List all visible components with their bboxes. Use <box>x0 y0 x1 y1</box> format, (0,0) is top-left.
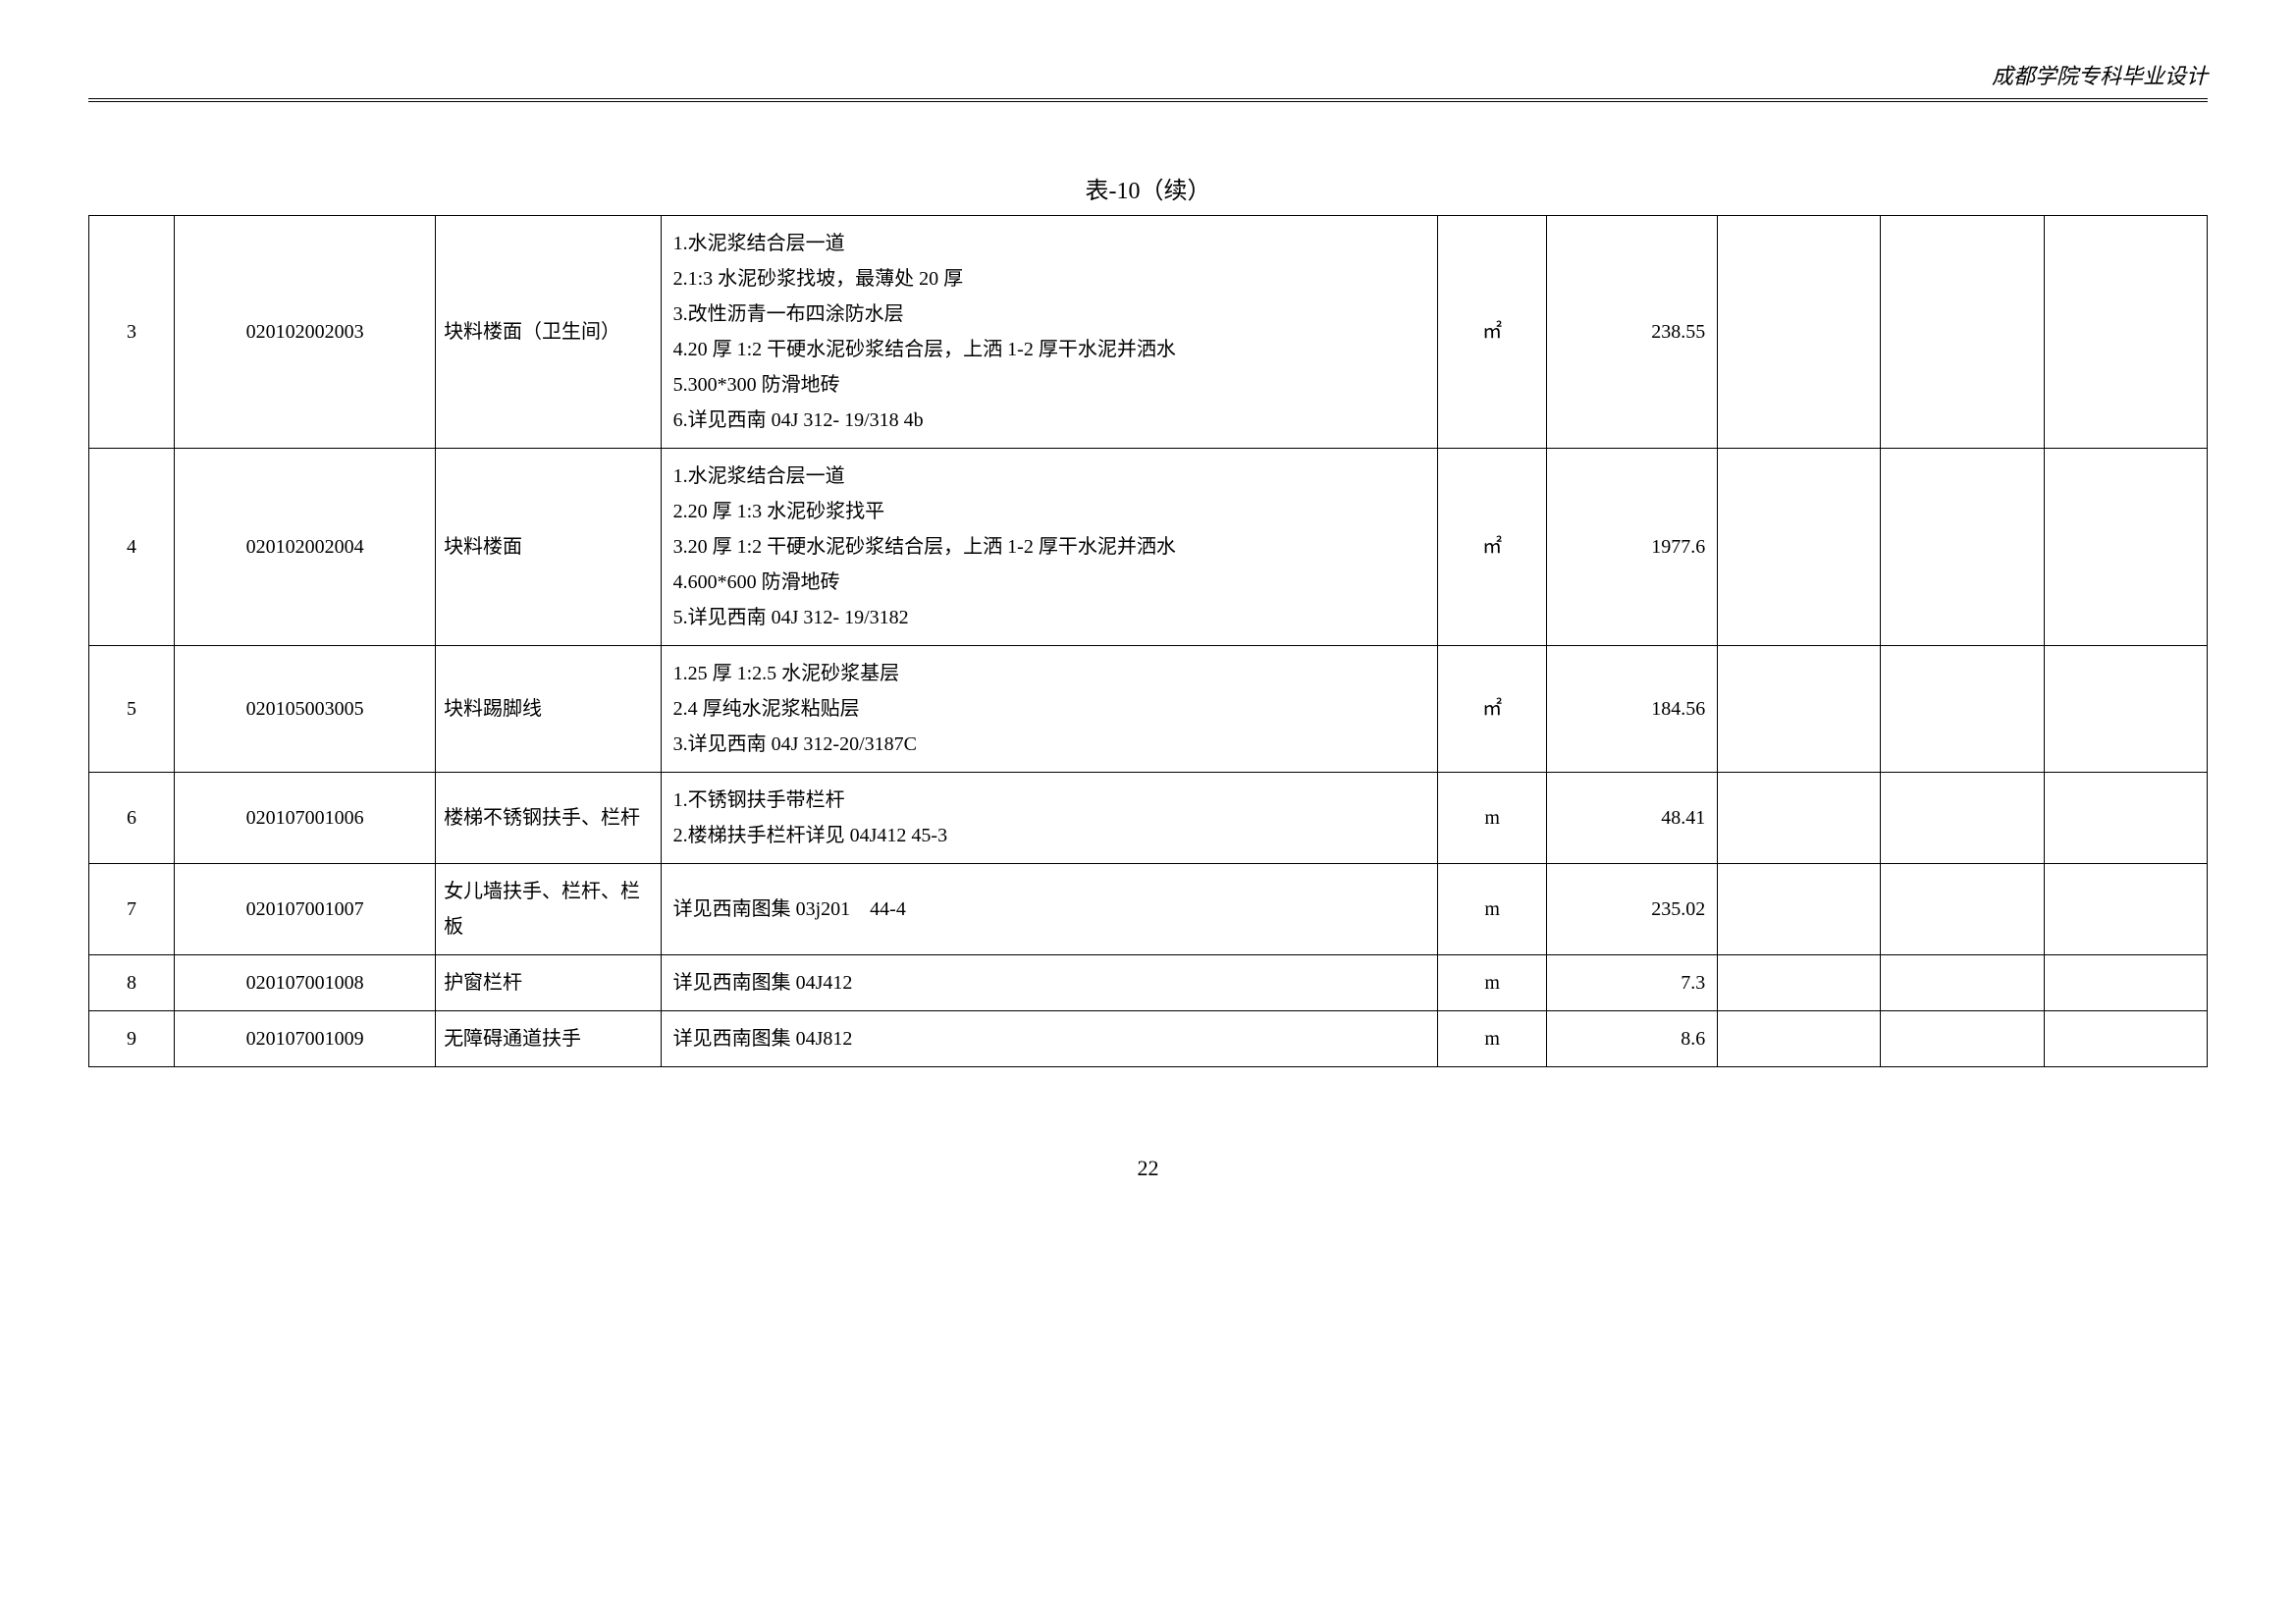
desc-line: 1.水泥浆结合层一道 <box>673 459 1430 494</box>
cell-name: 女儿墙扶手、栏杆、栏板 <box>436 864 662 955</box>
cell-code: 020107001006 <box>175 773 436 864</box>
cell-code: 020107001007 <box>175 864 436 955</box>
cell-quantity: 7.3 <box>1547 955 1718 1011</box>
cell-empty <box>1718 646 1881 773</box>
cell-description: 1.水泥浆结合层一道2.1:3 水泥砂浆找坡，最薄处 20 厚3.改性沥青一布四… <box>661 216 1438 449</box>
cell-quantity: 8.6 <box>1547 1011 1718 1067</box>
cell-index: 3 <box>89 216 175 449</box>
cell-description: 详见西南图集 04J412 <box>661 955 1438 1011</box>
desc-line: 2.1:3 水泥砂浆找坡，最薄处 20 厚 <box>673 261 1430 297</box>
cell-index: 4 <box>89 449 175 646</box>
cell-empty <box>1881 773 2044 864</box>
desc-line: 详见西南图集 04J812 <box>673 1021 1430 1056</box>
cell-empty <box>1718 773 1881 864</box>
desc-line: 1.25 厚 1:2.5 水泥砂浆基层 <box>673 656 1430 691</box>
header-text: 成都学院专科毕业设计 <box>1992 64 2208 88</box>
table-row: 3020102002003块料楼面（卫生间）1.水泥浆结合层一道2.1:3 水泥… <box>89 216 2208 449</box>
cell-empty <box>1881 955 2044 1011</box>
page-header: 成都学院专科毕业设计 <box>88 59 2208 102</box>
cell-description: 1.25 厚 1:2.5 水泥砂浆基层2.4 厚纯水泥浆粘贴层3.详见西南 04… <box>661 646 1438 773</box>
cell-empty <box>1881 646 2044 773</box>
cell-name: 楼梯不锈钢扶手、栏杆 <box>436 773 662 864</box>
cell-unit: m <box>1438 773 1547 864</box>
cell-empty <box>1881 449 2044 646</box>
cell-description: 详见西南图集 03j201 44-4 <box>661 864 1438 955</box>
cell-unit: ㎡ <box>1438 216 1547 449</box>
page-number: 22 <box>88 1156 2208 1181</box>
cell-empty <box>1881 1011 2044 1067</box>
table-row: 6020107001006楼梯不锈钢扶手、栏杆1.不锈钢扶手带栏杆2.楼梯扶手栏… <box>89 773 2208 864</box>
cell-empty <box>2044 216 2207 449</box>
desc-line: 2.4 厚纯水泥浆粘贴层 <box>673 691 1430 727</box>
desc-line: 6.详见西南 04J 312- 19/318 4b <box>673 403 1430 438</box>
desc-line: 1.水泥浆结合层一道 <box>673 226 1430 261</box>
desc-line: 1.不锈钢扶手带栏杆 <box>673 783 1430 818</box>
cell-unit: ㎡ <box>1438 646 1547 773</box>
data-table: 3020102002003块料楼面（卫生间）1.水泥浆结合层一道2.1:3 水泥… <box>88 215 2208 1067</box>
desc-line: 3.20 厚 1:2 干硬水泥砂浆结合层，上洒 1-2 厚干水泥并洒水 <box>673 529 1430 565</box>
cell-empty <box>2044 955 2207 1011</box>
cell-name: 块料踢脚线 <box>436 646 662 773</box>
cell-empty <box>2044 646 2207 773</box>
desc-line: 3.详见西南 04J 312-20/3187C <box>673 727 1430 762</box>
cell-description: 1.不锈钢扶手带栏杆2.楼梯扶手栏杆详见 04J412 45-3 <box>661 773 1438 864</box>
desc-line: 4.20 厚 1:2 干硬水泥砂浆结合层，上洒 1-2 厚干水泥并洒水 <box>673 332 1430 367</box>
cell-code: 020102002003 <box>175 216 436 449</box>
table-row: 8020107001008护窗栏杆详见西南图集 04J412m7.3 <box>89 955 2208 1011</box>
cell-empty <box>1718 1011 1881 1067</box>
cell-empty <box>1881 864 2044 955</box>
cell-code: 020102002004 <box>175 449 436 646</box>
cell-quantity: 238.55 <box>1547 216 1718 449</box>
cell-index: 5 <box>89 646 175 773</box>
cell-name: 护窗栏杆 <box>436 955 662 1011</box>
cell-empty <box>2044 773 2207 864</box>
cell-quantity: 235.02 <box>1547 864 1718 955</box>
cell-index: 9 <box>89 1011 175 1067</box>
cell-description: 1.水泥浆结合层一道2.20 厚 1:3 水泥砂浆找平3.20 厚 1:2 干硬… <box>661 449 1438 646</box>
table-row: 4020102002004块料楼面1.水泥浆结合层一道2.20 厚 1:3 水泥… <box>89 449 2208 646</box>
desc-line: 5.300*300 防滑地砖 <box>673 367 1430 403</box>
cell-empty <box>1881 216 2044 449</box>
desc-line: 详见西南图集 03j201 44-4 <box>673 892 1430 927</box>
desc-line: 5.详见西南 04J 312- 19/3182 <box>673 600 1430 635</box>
cell-empty <box>2044 449 2207 646</box>
cell-unit: m <box>1438 955 1547 1011</box>
table-title: 表-10（续） <box>88 171 2208 205</box>
cell-unit: m <box>1438 864 1547 955</box>
cell-empty <box>1718 864 1881 955</box>
desc-line: 2.20 厚 1:3 水泥砂浆找平 <box>673 494 1430 529</box>
cell-code: 020105003005 <box>175 646 436 773</box>
table-row: 5020105003005块料踢脚线1.25 厚 1:2.5 水泥砂浆基层2.4… <box>89 646 2208 773</box>
cell-index: 6 <box>89 773 175 864</box>
desc-line: 3.改性沥青一布四涂防水层 <box>673 297 1430 332</box>
desc-line: 2.楼梯扶手栏杆详见 04J412 45-3 <box>673 818 1430 853</box>
cell-description: 详见西南图集 04J812 <box>661 1011 1438 1067</box>
cell-empty <box>1718 955 1881 1011</box>
cell-unit: m <box>1438 1011 1547 1067</box>
desc-line: 详见西南图集 04J412 <box>673 965 1430 1001</box>
cell-name: 块料楼面（卫生间） <box>436 216 662 449</box>
cell-code: 020107001009 <box>175 1011 436 1067</box>
cell-empty <box>1718 449 1881 646</box>
cell-empty <box>1718 216 1881 449</box>
cell-empty <box>2044 864 2207 955</box>
cell-code: 020107001008 <box>175 955 436 1011</box>
cell-name: 块料楼面 <box>436 449 662 646</box>
cell-name: 无障碍通道扶手 <box>436 1011 662 1067</box>
cell-unit: ㎡ <box>1438 449 1547 646</box>
cell-empty <box>2044 1011 2207 1067</box>
cell-index: 7 <box>89 864 175 955</box>
cell-index: 8 <box>89 955 175 1011</box>
table-row: 9020107001009无障碍通道扶手详见西南图集 04J812m8.6 <box>89 1011 2208 1067</box>
cell-quantity: 184.56 <box>1547 646 1718 773</box>
cell-quantity: 48.41 <box>1547 773 1718 864</box>
desc-line: 4.600*600 防滑地砖 <box>673 565 1430 600</box>
cell-quantity: 1977.6 <box>1547 449 1718 646</box>
table-row: 7020107001007女儿墙扶手、栏杆、栏板详见西南图集 03j201 44… <box>89 864 2208 955</box>
